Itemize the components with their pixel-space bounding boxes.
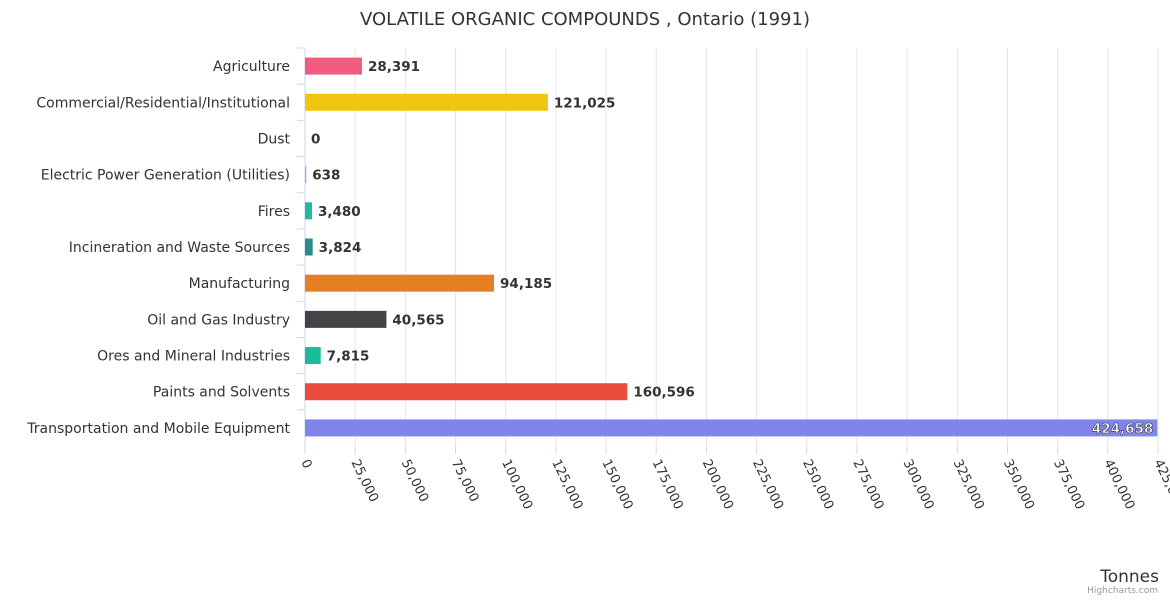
bar[interactable] — [305, 57, 362, 75]
x-tick-label: 75,000 — [448, 457, 481, 504]
data-label: 160,596 — [633, 385, 695, 401]
bar[interactable] — [305, 383, 628, 401]
x-tick-label: 150,000 — [598, 457, 635, 512]
data-label: 40,565 — [392, 312, 444, 328]
chart-title: VOLATILE ORGANIC COMPOUNDS , Ontario (19… — [360, 9, 810, 30]
grid — [297, 47, 1159, 446]
bar[interactable] — [305, 166, 307, 184]
x-axis-ticks: 0 25,000 50,000 75,000 100,000 125,000 150,000… — [297, 446, 1170, 512]
category-label: Oil and Gas Industry — [147, 312, 290, 328]
data-label: 0 — [311, 131, 320, 147]
x-tick-label: 0 — [297, 457, 314, 471]
category-label: Electric Power Generation (Utilities) — [41, 168, 290, 184]
bars — [305, 57, 1158, 437]
x-tick-label: 400,000 — [1100, 457, 1137, 512]
category-label: Paints and Solvents — [153, 385, 290, 401]
x-tick-label: 100,000 — [498, 457, 535, 512]
x-tick-label: 225,000 — [749, 457, 786, 512]
bar[interactable] — [305, 202, 312, 220]
x-tick-label: 300,000 — [900, 457, 937, 512]
data-label: 3,824 — [319, 240, 362, 256]
data-label: 3,480 — [318, 204, 361, 220]
category-label: Dust — [258, 131, 291, 147]
x-tick-label: 350,000 — [1000, 457, 1037, 512]
x-tick-label: 200,000 — [699, 457, 736, 512]
value-labels: 28,391 121,025 0 638 3,480 3,824 94,185 40,565 7… — [311, 59, 1154, 437]
bar[interactable] — [305, 347, 321, 365]
x-tick-label: 275,000 — [849, 457, 886, 512]
bar[interactable] — [305, 274, 495, 292]
category-label: Ores and Mineral Industries — [97, 349, 290, 365]
category-label: Incineration and Waste Sources — [69, 240, 290, 256]
x-tick-label: 425,000 — [1150, 457, 1170, 512]
data-label: 638 — [312, 168, 340, 184]
x-axis-title: Tonnes — [1099, 567, 1159, 587]
category-labels: Agriculture Commercial/Residential/Instit… — [26, 59, 290, 437]
x-tick-label: 175,000 — [649, 457, 686, 512]
bar[interactable] — [305, 238, 313, 256]
data-label: 121,025 — [554, 95, 616, 111]
data-label: 7,815 — [327, 349, 370, 365]
credits-link[interactable]: Highcharts.com — [1087, 586, 1158, 596]
x-tick-label: 125,000 — [548, 457, 585, 512]
category-label: Fires — [258, 204, 290, 220]
category-label: Manufacturing — [189, 276, 290, 292]
data-label: 424,658 — [1092, 421, 1154, 437]
category-label: Transportation and Mobile Equipment — [26, 421, 290, 437]
category-label: Commercial/Residential/Institutional — [36, 95, 290, 111]
x-tick-label: 250,000 — [799, 457, 836, 512]
category-label: Agriculture — [213, 59, 290, 75]
data-label: 94,185 — [500, 276, 552, 292]
x-tick-label: 375,000 — [1050, 457, 1087, 512]
x-tick-label: 50,000 — [398, 457, 431, 504]
x-tick-label: 25,000 — [348, 457, 381, 504]
bar[interactable] — [305, 310, 387, 328]
x-tick-label: 325,000 — [950, 457, 987, 512]
bar[interactable] — [305, 419, 1158, 437]
data-label: 28,391 — [368, 59, 420, 75]
bar[interactable] — [305, 93, 548, 111]
